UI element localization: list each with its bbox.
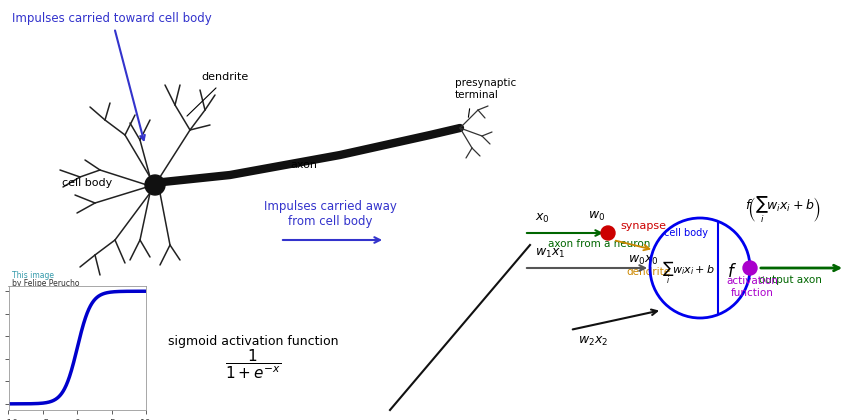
Text: cell body: cell body xyxy=(62,178,112,188)
Text: axon: axon xyxy=(290,160,317,170)
Text: is licensed under: is licensed under xyxy=(12,287,77,296)
Text: $w_1 x_1$: $w_1 x_1$ xyxy=(535,247,565,260)
Text: Impulses carried away
from cell body: Impulses carried away from cell body xyxy=(264,200,396,228)
Text: $\sum_i w_i x_i + b$: $\sum_i w_i x_i + b$ xyxy=(661,260,715,286)
Text: axon from a neuron: axon from a neuron xyxy=(548,239,650,249)
Text: dendrite: dendrite xyxy=(201,72,248,82)
Circle shape xyxy=(743,261,757,275)
Text: synapse: synapse xyxy=(620,221,666,231)
Text: $w_0 x_0$: $w_0 x_0$ xyxy=(628,254,659,267)
Text: Impulses carried toward cell body: Impulses carried toward cell body xyxy=(12,12,212,140)
Text: $w_0$: $w_0$ xyxy=(588,210,605,223)
Text: by Felipe Perucho: by Felipe Perucho xyxy=(12,279,80,288)
Text: output axon: output axon xyxy=(758,275,821,285)
Text: $f\!\left(\sum_i w_i x_i + b\right)$: $f\!\left(\sum_i w_i x_i + b\right)$ xyxy=(745,195,821,226)
Text: $w_2 x_2$: $w_2 x_2$ xyxy=(578,335,608,348)
Ellipse shape xyxy=(145,175,165,195)
Circle shape xyxy=(601,226,615,240)
Text: cell body: cell body xyxy=(664,228,708,238)
Text: presynaptic
terminal: presynaptic terminal xyxy=(455,79,516,100)
Text: $f$: $f$ xyxy=(727,263,737,281)
Text: This image: This image xyxy=(12,271,54,280)
Text: sigmoid activation function: sigmoid activation function xyxy=(167,335,338,348)
Text: $\dfrac{1}{1 + e^{-x}}$: $\dfrac{1}{1 + e^{-x}}$ xyxy=(225,347,281,381)
Text: dendrite: dendrite xyxy=(626,267,670,277)
Text: activation
function: activation function xyxy=(726,276,778,298)
Text: $x_0$: $x_0$ xyxy=(535,212,550,225)
Text: CC-BY 3.0: CC-BY 3.0 xyxy=(12,295,48,304)
